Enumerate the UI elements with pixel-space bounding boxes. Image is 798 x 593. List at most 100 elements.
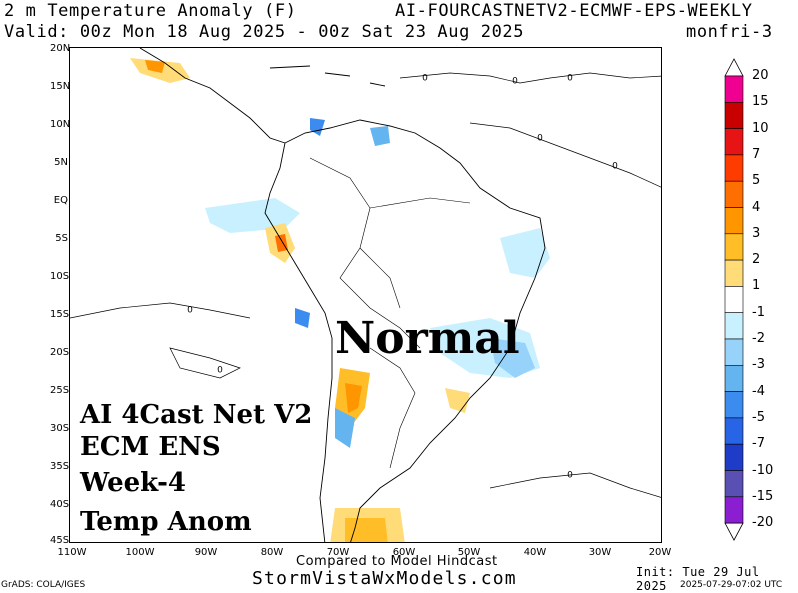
cool-anomaly-region [490,338,535,378]
colorbar-tick-label: 10 [752,120,769,136]
contour-label: 0 [537,134,543,144]
colorbar-tick-label: -1 [752,304,765,320]
colorbar-swatch [724,417,744,445]
cool-anomaly-region [335,408,355,448]
cool-anomaly-region [295,308,310,328]
lat-label: EQ [53,195,68,206]
central-america-coast [139,48,286,144]
country-borders [309,157,471,469]
colorbar-tick-label: -3 [752,357,765,373]
zero-contours [70,72,661,498]
contour-label: 0 [512,77,518,87]
colorbar-swatch [724,391,744,419]
colorbar-swatch [724,75,744,103]
colorbar-tick-label: 20 [752,68,769,83]
warm-anomaly-region [145,60,165,73]
colorbar-swatch [724,364,744,392]
contour-line [399,72,661,84]
contour-label: 0 [567,471,573,481]
colorbar-top-arrow [724,58,744,77]
warm-anomaly-region [345,383,362,413]
colorbar-bottom-arrow [724,522,744,541]
colorbar-tick-label: -15 [752,488,774,504]
map-title: 2 m Temperature Anomaly (F) [4,1,297,21]
lon-label: 70W [326,547,350,558]
hindcast-note: Compared to Model Hindcast [296,554,498,569]
period-code: monfri-3 [686,22,773,42]
border-line [369,347,416,469]
colorbar-tick-label: 2 [752,252,761,268]
colorbar-swatch [724,207,744,235]
valid-period: Valid: 00z Mon 18 Aug 2025 - 00z Sat 23 … [4,22,525,42]
lat-label: 10N [50,119,71,130]
colorbar-swatch [724,496,744,524]
cool-anomaly-region [205,198,300,233]
colorbar-tick-label: -5 [752,409,765,425]
caribbean-islands [269,65,386,87]
lon-label: 100W [125,547,155,558]
colorbar-tick-label: 7 [752,146,761,162]
lat-label: 20S [50,347,70,358]
colorbar-tick-label: -7 [752,436,765,452]
coastlines [139,48,546,542]
site-credit: StormVistaWxModels.com [252,568,517,589]
lat-label: 35S [50,461,70,472]
contour-line [169,347,241,379]
colorbar-tick-label: -4 [752,383,765,399]
init-time: Init: Tue 29 Jul 2025 [636,565,760,593]
anomaly-shading [130,58,550,542]
lon-label: 50W [457,547,481,558]
colorbar-swatch [724,233,744,261]
lat-label: 20N [50,43,71,54]
lon-label: 110W [57,547,87,558]
colorbar-swatch [724,286,744,313]
lat-label: 10S [50,271,70,282]
lat-label: 45S [50,535,70,546]
colorbar-tick-label: -20 [752,515,774,531]
overlay-line-ensemble: ECM ENS [80,432,221,462]
lon-label: 20W [648,547,672,558]
colorbar-tick-label: 5 [752,173,761,189]
colorbar-swatch [724,312,744,340]
colorbar-swatch [724,154,744,182]
colorbar-swatch [724,259,744,287]
map-panel: 0 0 0 0 0 0 0 0 [69,47,662,543]
lat-label: 15S [50,309,70,320]
colorbar [724,58,744,541]
colorbar-swatch [724,338,744,366]
overlay-line-variable: Temp Anom [80,507,252,537]
south-america-coast [264,119,546,542]
colorbar-tick-label: 3 [752,225,761,241]
timestamp: 2025-07-29-07:02 UTC [680,580,783,590]
lat-label: 5N [54,157,68,168]
colorbar-tick-label: -2 [752,331,765,346]
contour-label: 0 [612,162,618,172]
contour-line [469,122,661,188]
model-name: AI-FOURCASTNETV2-ECMWF-EPS-WEEKLY [395,1,753,21]
lat-label: 40S [50,499,70,510]
border-line [309,157,421,349]
cool-anomaly-region [500,228,550,278]
colorbar-tick-label: -10 [752,462,774,478]
cool-anomaly-region [310,118,325,136]
colorbar-tick-label: 4 [752,199,761,215]
contour-label: 0 [422,74,428,84]
colorbar-swatch [724,101,744,129]
lat-label: 15N [50,81,71,92]
overlay-line-model: AI 4Cast Net V2 [80,400,313,430]
warm-anomaly-region [445,388,470,413]
contour-label: 0 [217,366,223,376]
contour-line [70,302,251,319]
lat-label: 25S [50,385,70,396]
lon-label: 60W [392,547,416,558]
colorbar-swatch [724,180,744,208]
cool-anomaly-region [370,126,390,146]
colorbar-swatch [724,128,744,156]
warm-anomaly-region [275,234,288,252]
border-line [359,197,471,309]
lon-label: 90W [194,547,218,558]
colorbar-swatch [724,470,744,498]
contour-label: 0 [567,74,573,84]
contour-line [489,472,661,498]
contour-label: 0 [187,306,193,316]
